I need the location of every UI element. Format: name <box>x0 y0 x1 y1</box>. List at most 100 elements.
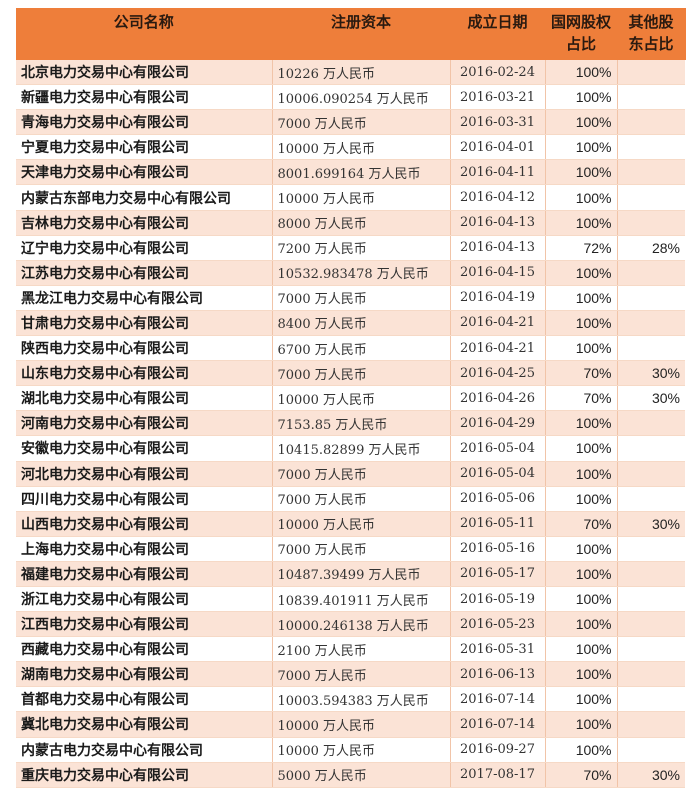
registered-capital-cell: 7000 万人民币 <box>272 486 451 512</box>
table-row: 上海电力交易中心有限公司 7000 万人民币 2016-05-16 100% <box>16 536 685 562</box>
sgcc-share-cell: 100% <box>545 536 618 562</box>
founding-date-cell: 2016-05-04 <box>450 435 546 462</box>
sgcc-share-cell: 70% <box>545 762 618 788</box>
table-row: 新疆电力交易中心有限公司 10006.090254 万人民币 2016-03-21 1… <box>16 84 685 111</box>
registered-capital-cell: 8001.699164 万人民币 <box>272 159 451 186</box>
sgcc-share-cell: 100% <box>545 260 618 286</box>
table-row: 河南电力交易中心有限公司 7153.85 万人民币 2016-04-29 100% <box>16 410 685 437</box>
founding-date-cell: 2016-04-13 <box>450 210 546 236</box>
other-share-cell: 30% <box>617 385 685 412</box>
registered-capital-cell: 7000 万人民币 <box>272 661 451 688</box>
registered-capital-cell: 10000 万人民币 <box>272 184 451 211</box>
other-share-cell <box>617 461 685 487</box>
registered-capital-cell: 7200 万人民币 <box>272 235 451 261</box>
company-name-cell: 浙江电力交易中心有限公司 <box>16 586 273 613</box>
registered-capital-cell: 10006.090254 万人民币 <box>272 84 451 111</box>
founding-date-cell: 2016-04-15 <box>450 260 546 286</box>
founding-date-cell: 2016-04-11 <box>450 159 546 186</box>
registered-capital-cell: 7000 万人民币 <box>272 536 451 562</box>
registered-capital-cell: 10487.39499 万人民币 <box>272 561 451 587</box>
table-row: 青海电力交易中心有限公司 7000 万人民币 2016-03-31 100% <box>16 109 685 136</box>
company-name-cell: 吉林电力交易中心有限公司 <box>16 210 273 236</box>
table-row: 四川电力交易中心有限公司 7000 万人民币 2016-05-06 100% <box>16 486 685 512</box>
table-row: 宁夏电力交易中心有限公司 10000 万人民币 2016-04-01 100% <box>16 134 685 161</box>
company-name-cell: 北京电力交易中心有限公司 <box>16 60 273 86</box>
founding-date-cell: 2016-05-19 <box>450 586 546 613</box>
founding-date-cell: 2016-04-26 <box>450 385 546 412</box>
registered-capital-cell: 10003.594383 万人民币 <box>272 686 451 713</box>
sgcc-share-cell: 100% <box>545 410 618 437</box>
founding-date-cell: 2016-02-24 <box>450 60 546 86</box>
other-share-cell <box>617 486 685 512</box>
founding-date-cell: 2016-05-04 <box>450 461 546 487</box>
other-share-cell <box>617 184 685 211</box>
table-row: 江西电力交易中心有限公司 10000.246138 万人民币 2016-05-23 1… <box>16 611 685 638</box>
founding-date-cell: 2016-05-17 <box>450 561 546 587</box>
registered-capital-cell: 7000 万人民币 <box>272 360 451 387</box>
sgcc-share-cell: 100% <box>545 310 618 337</box>
company-name-cell: 天津电力交易中心有限公司 <box>16 159 273 186</box>
sgcc-share-cell: 100% <box>545 285 618 311</box>
table-row: 河北电力交易中心有限公司 7000 万人民币 2016-05-04 100% <box>16 461 685 487</box>
founding-date-cell: 2016-04-21 <box>450 335 546 362</box>
registered-capital-cell: 8000 万人民币 <box>272 210 451 236</box>
registered-capital-cell: 7000 万人民币 <box>272 109 451 136</box>
founding-date-cell: 2016-07-14 <box>450 686 546 713</box>
founding-date-cell: 2016-06-13 <box>450 661 546 688</box>
sgcc-share-cell: 100% <box>545 586 618 613</box>
company-name-cell: 陕西电力交易中心有限公司 <box>16 335 273 362</box>
header-registered-capital: 注册资本 <box>272 8 451 60</box>
company-name-cell: 青海电力交易中心有限公司 <box>16 109 273 136</box>
sgcc-share-cell: 70% <box>545 360 618 387</box>
sgcc-share-cell: 100% <box>545 109 618 136</box>
company-name-cell: 湖北电力交易中心有限公司 <box>16 385 273 412</box>
sgcc-share-cell: 100% <box>545 486 618 512</box>
registered-capital-cell: 10226 万人民币 <box>272 60 451 86</box>
registered-capital-cell: 10000 万人民币 <box>272 385 451 412</box>
registered-capital-cell: 6700 万人民币 <box>272 335 451 362</box>
company-name-cell: 内蒙古电力交易中心有限公司 <box>16 737 273 763</box>
company-name-cell: 冀北电力交易中心有限公司 <box>16 711 273 738</box>
founding-date-cell: 2016-09-27 <box>450 737 546 763</box>
table-row: 辽宁电力交易中心有限公司 7200 万人民币 2016-04-13 72% 28% <box>16 235 685 261</box>
founding-date-cell: 2016-03-21 <box>450 84 546 111</box>
table-row: 湖南电力交易中心有限公司 7000 万人民币 2016-06-13 100% <box>16 661 685 688</box>
registered-capital-cell: 10000 万人民币 <box>272 511 451 537</box>
table-row: 山东电力交易中心有限公司 7000 万人民币 2016-04-25 70% 30% <box>16 360 685 387</box>
company-name-cell: 河南电力交易中心有限公司 <box>16 410 273 437</box>
founding-date-cell: 2016-04-29 <box>450 410 546 437</box>
other-share-cell <box>617 285 685 311</box>
sgcc-share-cell: 100% <box>545 737 618 763</box>
other-share-cell <box>617 159 685 186</box>
table-row: 甘肃电力交易中心有限公司 8400 万人民币 2016-04-21 100% <box>16 310 685 337</box>
company-name-cell: 河北电力交易中心有限公司 <box>16 461 273 487</box>
registered-capital-cell: 10415.82899 万人民币 <box>272 435 451 462</box>
other-share-cell <box>617 711 685 738</box>
header-sgcc-share: 国网股权占比 <box>545 8 618 60</box>
sgcc-share-cell: 100% <box>545 134 618 161</box>
company-table: 公司名称 注册资本 成立日期 国网股权占比 其他股东占比 北京电力交易中心有限公… <box>16 8 686 788</box>
sgcc-share-cell: 100% <box>545 435 618 462</box>
registered-capital-cell: 10000 万人民币 <box>272 737 451 763</box>
sgcc-share-cell: 100% <box>545 686 618 713</box>
sgcc-share-cell: 100% <box>545 561 618 587</box>
other-share-cell <box>617 260 685 286</box>
company-name-cell: 江西电力交易中心有限公司 <box>16 611 273 638</box>
company-name-cell: 江苏电力交易中心有限公司 <box>16 260 273 286</box>
company-name-cell: 甘肃电力交易中心有限公司 <box>16 310 273 337</box>
sgcc-share-cell: 100% <box>545 60 618 86</box>
other-share-cell <box>617 134 685 161</box>
sgcc-share-cell: 100% <box>545 711 618 738</box>
sgcc-share-cell: 70% <box>545 511 618 537</box>
table-row: 北京电力交易中心有限公司 10226 万人民币 2016-02-24 100% <box>16 60 685 86</box>
table-row: 浙江电力交易中心有限公司 10839.401911 万人民币 2016-05-19 1… <box>16 586 685 613</box>
other-share-cell <box>617 636 685 663</box>
company-name-cell: 新疆电力交易中心有限公司 <box>16 84 273 111</box>
table-row: 内蒙古东部电力交易中心有限公司 10000 万人民币 2016-04-12 100% <box>16 184 685 211</box>
table-row: 陕西电力交易中心有限公司 6700 万人民币 2016-04-21 100% <box>16 335 685 362</box>
header-founding-date: 成立日期 <box>450 8 546 60</box>
table-row: 湖北电力交易中心有限公司 10000 万人民币 2016-04-26 70% 30% <box>16 385 685 412</box>
company-name-cell: 首都电力交易中心有限公司 <box>16 686 273 713</box>
other-share-cell <box>617 335 685 362</box>
other-share-cell <box>617 109 685 136</box>
